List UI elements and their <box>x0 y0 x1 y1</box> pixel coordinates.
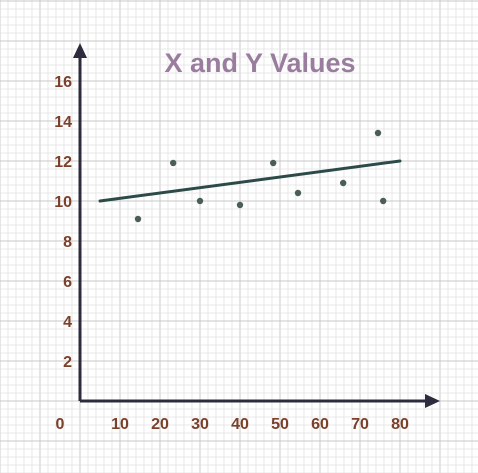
y-tick-label: 10 <box>54 194 72 211</box>
trendline-group <box>98 159 402 203</box>
data-point <box>340 179 347 187</box>
data-point <box>380 197 387 205</box>
data-point <box>374 129 382 137</box>
x-tick-label: 60 <box>311 416 329 433</box>
chart-title: X and Y Values <box>164 48 355 78</box>
origin-label: 0 <box>56 416 65 433</box>
y-tick-label: 2 <box>63 354 72 371</box>
x-tick-label: 80 <box>391 416 409 433</box>
x-tick-label: 50 <box>271 416 289 433</box>
y-tick-label: 16 <box>54 74 72 91</box>
trendline <box>98 159 402 203</box>
y-tick-label: 4 <box>63 314 72 331</box>
data-point <box>236 201 244 209</box>
y-tick-label: 6 <box>63 274 72 291</box>
x-tick-label: 70 <box>351 416 369 433</box>
x-tick-label: 40 <box>231 416 249 433</box>
y-tick-label: 14 <box>54 114 72 131</box>
tick-labels: 10 20 30 40 50 60 70 80 2 4 6 8 10 12 14 16 0 <box>54 74 409 433</box>
y-tick-label: 8 <box>63 234 72 251</box>
data-points <box>134 129 387 223</box>
x-tick-label: 30 <box>191 416 209 433</box>
x-axis-arrow-icon <box>425 394 440 408</box>
y-axis-arrow-icon <box>73 43 87 58</box>
data-point <box>294 189 302 197</box>
data-point <box>170 159 177 167</box>
data-point <box>134 215 142 223</box>
y-tick-label: 12 <box>54 154 72 171</box>
x-tick-label: 20 <box>151 416 169 433</box>
data-point <box>270 159 277 167</box>
x-tick-label: 10 <box>111 416 129 433</box>
axes <box>73 43 440 408</box>
data-point <box>196 197 204 205</box>
